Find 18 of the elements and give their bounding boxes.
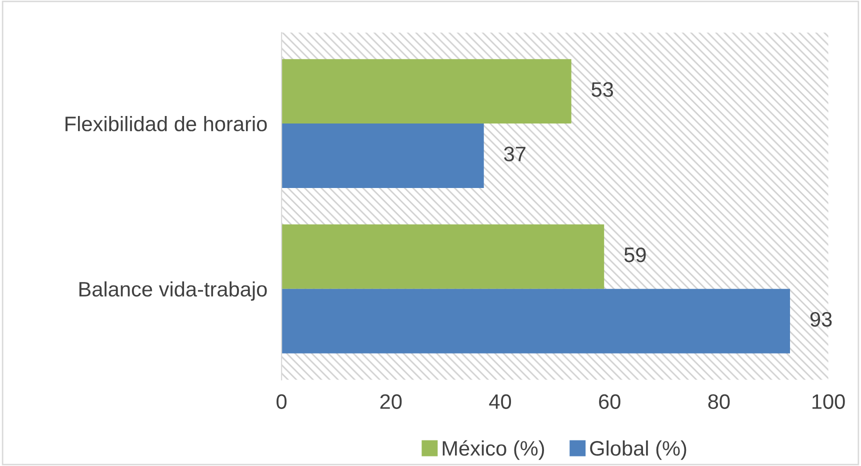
legend-label: México (%) [442, 440, 544, 460]
data-label: 93 [810, 312, 832, 327]
y-tick-label: Balance vida-trabajo [79, 281, 267, 301]
data-label: 59 [624, 247, 646, 262]
bar [282, 224, 604, 289]
data-label: 53 [592, 82, 614, 97]
x-tick-label: 80 [708, 394, 730, 409]
bar [282, 59, 572, 124]
y-tick-label: Flexibilidad de horario [66, 116, 267, 132]
x-tick-label: 20 [380, 394, 402, 409]
x-tick-label: 0 [276, 394, 287, 409]
x-tick-label: 40 [489, 394, 512, 409]
data-label: 37 [504, 146, 526, 162]
x-tick-label: 60 [599, 394, 620, 409]
legend-label: Global (%) [590, 440, 686, 460]
bar [282, 124, 484, 188]
bar [282, 288, 790, 354]
x-tick-label: 100 [812, 394, 845, 409]
